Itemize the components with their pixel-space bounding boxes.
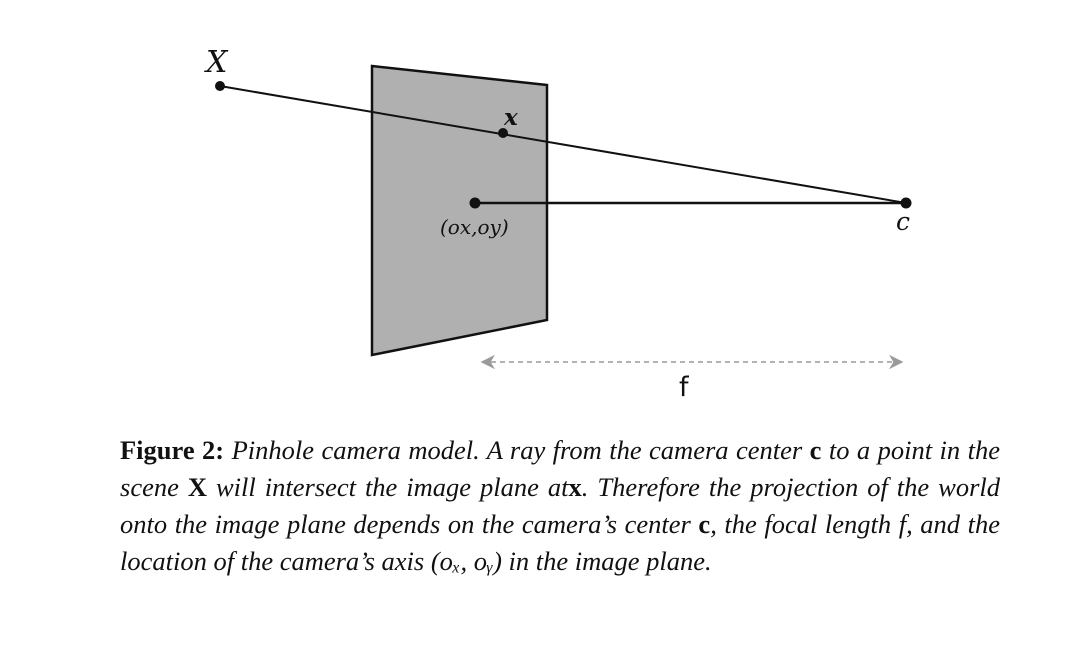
label-x: x <box>503 104 518 131</box>
caption-text-5: , the focal length <box>710 509 892 539</box>
caption-text-6: , and the location of the camera’s axis <box>120 509 1000 576</box>
image-point-x <box>498 128 508 138</box>
camera-center-c <box>900 197 912 209</box>
caption-text-1: Pinhole camera model. A ray from the cam… <box>231 435 803 465</box>
label-X: X <box>204 45 229 80</box>
ray-line <box>219 85 907 204</box>
principal-point <box>469 197 481 209</box>
caption-text-7: in the image plane. <box>508 546 712 576</box>
caption-text-2: to a point in the scene <box>120 435 1000 502</box>
pinhole-camera-diagram: X x c (ox,oy) f <box>204 45 912 403</box>
caption-X: X <box>187 472 207 502</box>
figure-caption: Figure 2: Pinhole camera model. A ray fr… <box>120 432 1000 580</box>
caption-label: Figure 2: <box>120 435 225 465</box>
caption-c-2: c <box>698 509 711 539</box>
label-c: c <box>896 207 910 236</box>
label-f: f <box>679 372 690 403</box>
scene-point-X <box>215 81 225 91</box>
caption-text-3: will intersect the image plane at <box>215 472 569 502</box>
caption-x: x <box>568 472 582 502</box>
image-plane <box>370 64 549 357</box>
caption-c-1: c <box>809 435 822 465</box>
caption-axis: (oₓ, oᵧ) <box>430 546 502 576</box>
caption-f: f <box>898 509 907 539</box>
caption-text-4: . Therefore the projection of the world … <box>120 472 1001 539</box>
label-principal-point: (ox,oy) <box>440 215 509 239</box>
